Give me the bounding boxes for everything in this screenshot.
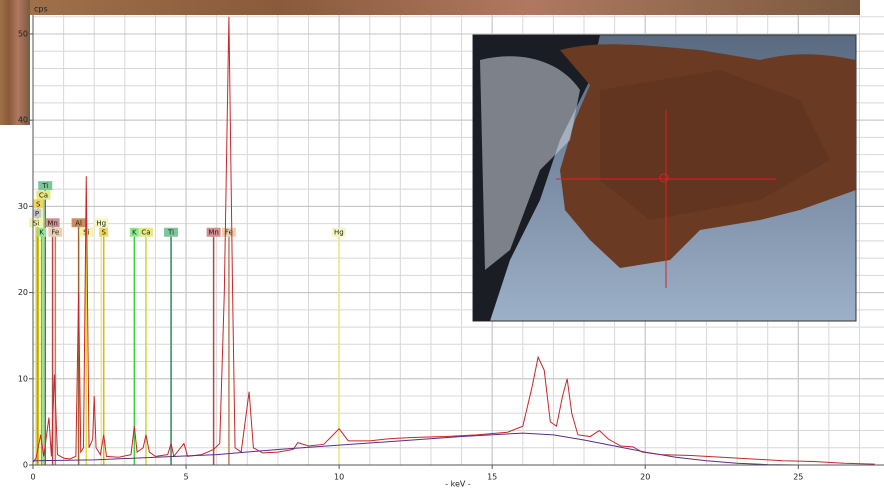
spectrum-line xyxy=(33,16,875,465)
element-tag xyxy=(331,227,346,237)
element-label: Fe xyxy=(225,229,233,237)
element-label: K xyxy=(132,229,137,237)
element-tag xyxy=(138,227,153,237)
element-tag xyxy=(29,218,44,228)
x-tick-label: 15 xyxy=(487,473,497,482)
element-label: Mn xyxy=(208,229,218,237)
element-tag xyxy=(38,181,53,191)
x-tick-label: 5 xyxy=(184,473,189,482)
element-tag xyxy=(71,218,86,228)
x-tick-label: 25 xyxy=(793,473,803,482)
y-tick-label: 40 xyxy=(18,116,28,125)
element-tag xyxy=(99,227,109,237)
element-label: K xyxy=(39,229,44,237)
element-tag xyxy=(94,218,109,228)
element-label: Ti xyxy=(41,182,48,190)
element-tag xyxy=(206,227,221,237)
element-label: Ca xyxy=(141,229,150,237)
element-tag xyxy=(79,227,94,237)
y-tick-label: 10 xyxy=(18,374,28,383)
element-label: Si xyxy=(83,229,89,237)
element-tag xyxy=(37,227,47,237)
element-label: Hg xyxy=(334,229,344,237)
element-tag xyxy=(129,227,139,237)
element-label: Si xyxy=(33,219,39,227)
element-label: Mn xyxy=(47,219,57,227)
element-tag xyxy=(48,227,63,237)
element-tag xyxy=(164,227,179,237)
element-tag xyxy=(33,199,43,209)
element-label: P xyxy=(35,210,39,218)
element-tag xyxy=(32,208,42,218)
photo-strip xyxy=(0,0,30,125)
y-axis-label: cps xyxy=(34,5,48,14)
photo-strip xyxy=(30,0,860,15)
y-tick-label: 0 xyxy=(23,461,28,470)
element-label: Hg xyxy=(96,219,106,227)
element-label: Ti xyxy=(167,229,174,237)
camera-inset xyxy=(472,34,857,322)
element-label: Fe xyxy=(51,229,59,237)
x-tick-label: 0 xyxy=(30,473,35,482)
x-tick-label: 10 xyxy=(334,473,344,482)
element-label: Al xyxy=(75,219,82,227)
element-tag xyxy=(36,190,51,200)
element-tag xyxy=(221,227,236,237)
x-axis-label: - keV - xyxy=(445,480,471,489)
y-tick-label: 50 xyxy=(18,29,28,38)
element-tag xyxy=(45,218,60,228)
y-tick-label: 20 xyxy=(18,288,28,297)
element-label: S xyxy=(36,200,41,208)
spectrum-line xyxy=(33,432,799,466)
y-tick-label: 30 xyxy=(18,202,28,211)
x-tick-label: 20 xyxy=(640,473,650,482)
element-label: Ca xyxy=(39,192,48,200)
element-label: S xyxy=(101,229,106,237)
